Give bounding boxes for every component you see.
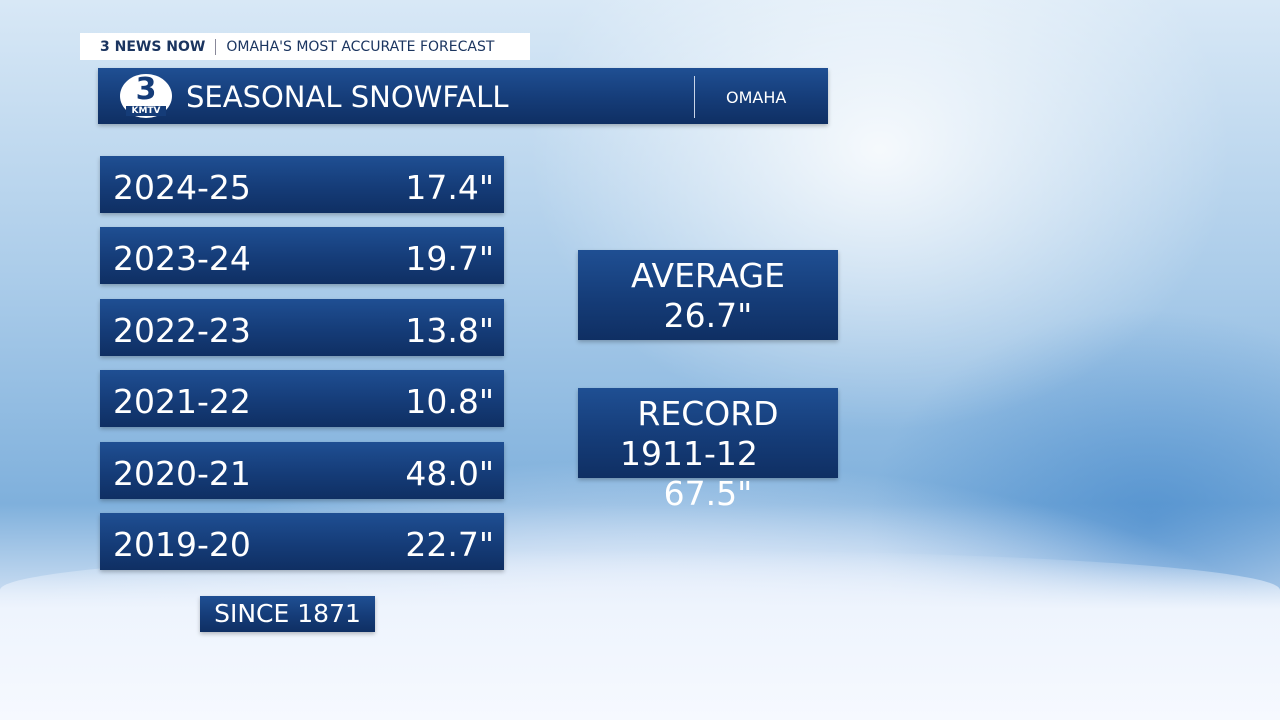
snowfall: 22.7" <box>405 525 494 564</box>
season: 2024-25 <box>113 168 251 207</box>
season: 2020-21 <box>113 453 251 493</box>
average-box: AVERAGE 26.7" <box>578 250 838 340</box>
header-tag: 3 NEWS NOW OMAHA'S MOST ACCURATE FORECAS… <box>80 33 530 60</box>
separator <box>215 38 217 55</box>
record-season: 1911-12 <box>620 434 758 473</box>
table-row: 2022-23 13.8" <box>100 298 504 356</box>
snowfall: 13.8" <box>405 310 494 350</box>
season: 2023-24 <box>113 239 251 279</box>
title: SEASONAL SNOWFALL <box>186 80 509 114</box>
average-value: 26.7" <box>663 296 753 335</box>
table-row: 2021-22 10.8" <box>100 370 504 428</box>
snow-background <box>0 550 1280 720</box>
slogan: OMAHA'S MOST ACCURATE FORECAST <box>226 38 495 55</box>
snowfall: 48.0" <box>405 453 494 493</box>
season: 2021-22 <box>113 382 251 422</box>
table-row: 2023-24 19.7" <box>100 227 504 285</box>
snowfall: 10.8" <box>405 382 494 422</box>
logo-number: 3 <box>135 72 157 107</box>
season: 2022-23 <box>113 310 251 350</box>
divider <box>694 76 695 118</box>
table-row: 2019-20 22.7" <box>100 513 504 570</box>
location: OMAHA <box>726 88 787 107</box>
table-row: 2020-21 48.0" <box>100 441 504 499</box>
footnote: SINCE 1871 <box>200 596 375 632</box>
record-label: RECORD <box>637 394 779 433</box>
brand: 3 NEWS NOW <box>100 38 206 55</box>
snowfall: 19.7" <box>405 239 494 279</box>
logo: 3 KMTV <box>120 74 172 118</box>
season: 2019-20 <box>113 525 251 564</box>
logo-call-sign: KMTV <box>126 106 166 116</box>
snowfall: 17.4" <box>405 168 494 207</box>
average-label: AVERAGE <box>631 256 785 295</box>
table-row: 2024-25 17.4" <box>100 156 504 213</box>
record-value: 67.5" <box>663 474 753 513</box>
title-bar: 3 KMTV SEASONAL SNOWFALL OMAHA <box>98 68 828 124</box>
record-box: RECORD 1911-1267.5" <box>578 388 838 513</box>
